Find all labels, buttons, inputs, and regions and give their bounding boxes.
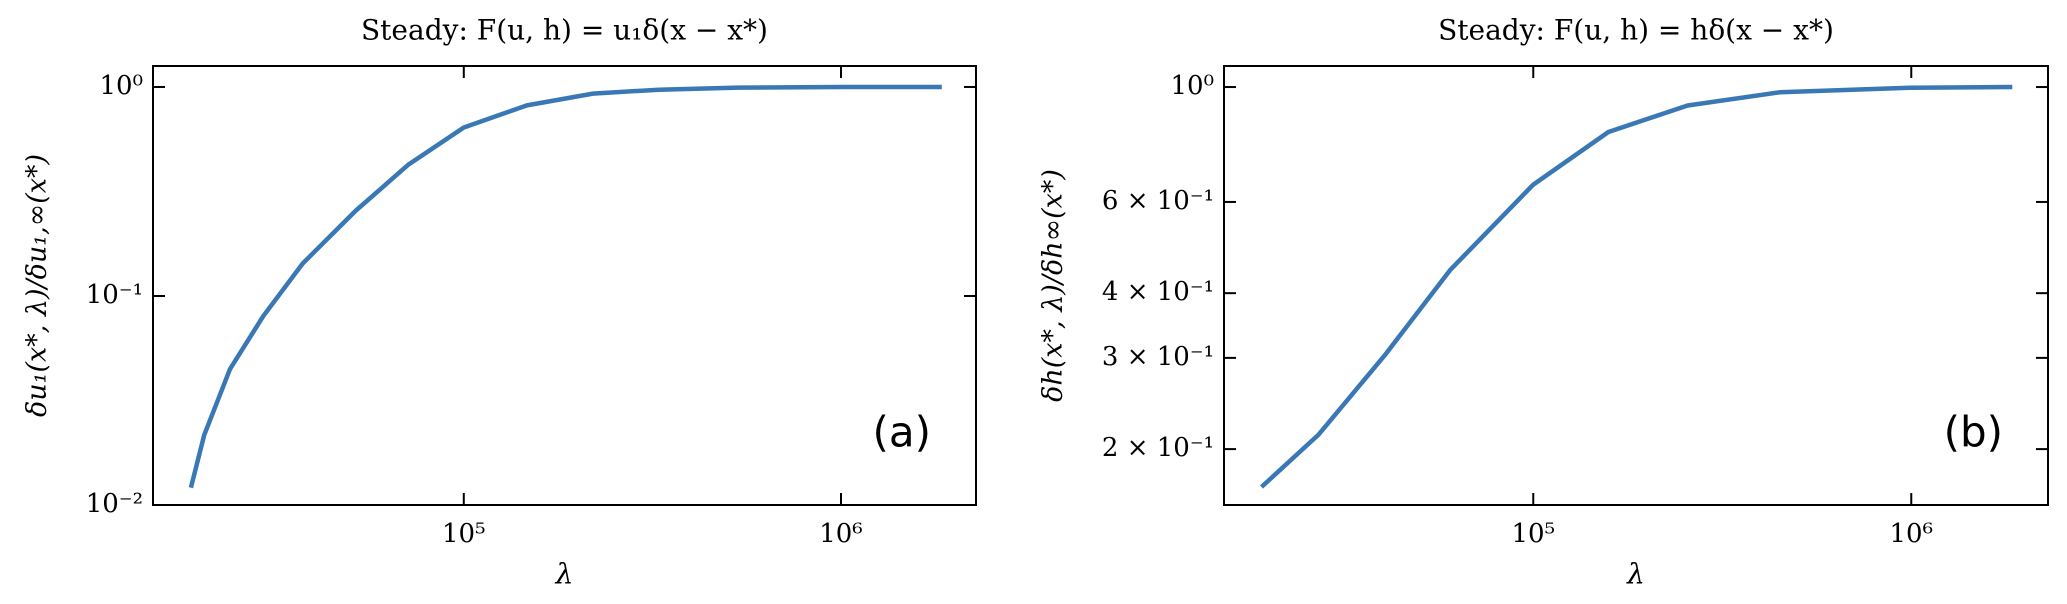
- y-axis-label: δu₁(x*, λ)/δu₁,∞(x*): [22, 154, 53, 417]
- y-tick-label: 10⁻¹: [86, 280, 143, 310]
- y-tick-label: 4 × 10⁻¹: [1102, 277, 1214, 307]
- x-tick-label: 10⁶: [819, 519, 863, 549]
- y-tick-label: 10⁻²: [86, 489, 143, 519]
- y-axis-label: δh(x*, λ)/δh∞(x*): [1038, 169, 1069, 402]
- plot-frame: [1223, 65, 2049, 506]
- plot-frame: [152, 65, 977, 506]
- y-tick-label: 10⁰: [1170, 71, 1214, 101]
- y-tick-label: 10⁰: [99, 71, 143, 101]
- y-tick-label: 2 × 10⁻¹: [1102, 433, 1214, 463]
- data-line: [188, 84, 942, 489]
- chart-title: Steady: F(u, h) = u₁δ(x − x*): [361, 14, 768, 47]
- x-tick-label: 10⁶: [1890, 519, 1934, 549]
- y-tick-label: 3 × 10⁻¹: [1102, 342, 1214, 372]
- data-line: [1259, 84, 2013, 489]
- x-axis-label: λ: [1626, 558, 1645, 591]
- x-tick-label: 10⁵: [1512, 519, 1556, 549]
- x-axis-label: λ: [555, 558, 574, 591]
- y-tick-label: 6 × 10⁻¹: [1102, 186, 1214, 216]
- panel-annotation: (b): [1944, 408, 2003, 457]
- chart-title: Steady: F(u, h) = hδ(x − x*): [1438, 14, 1834, 47]
- x-tick-label: 10⁵: [442, 519, 486, 549]
- panel-annotation: (a): [872, 408, 931, 457]
